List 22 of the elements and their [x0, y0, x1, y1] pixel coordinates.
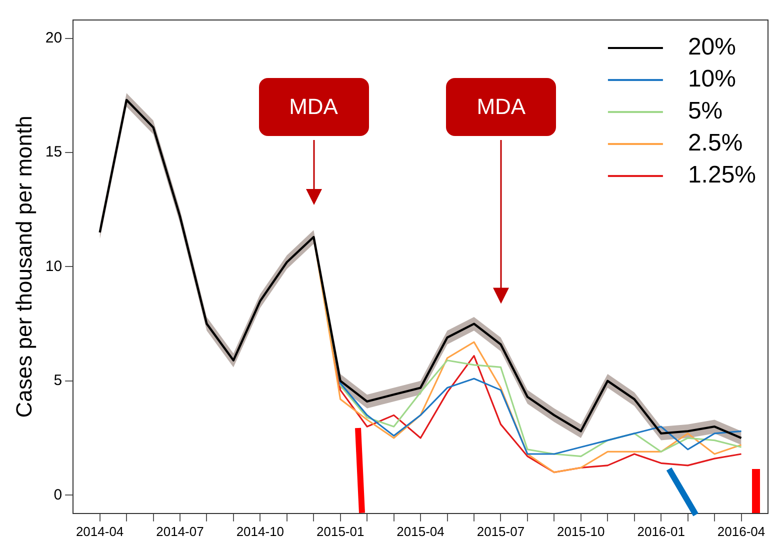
y-tick-label: 15: [45, 144, 62, 161]
x-tick-label: 2015-10: [557, 524, 605, 539]
x-tick-label: 2014-04: [76, 524, 124, 539]
legend-label: 20%: [688, 34, 736, 61]
y-tick-label: 20: [45, 29, 62, 46]
annotation: MDA: [446, 78, 556, 136]
legend-label: 5%: [688, 98, 723, 125]
legend-label: 10%: [688, 66, 736, 93]
x-tick-label: 2016-01: [637, 524, 685, 539]
legend-label: 2.5%: [688, 130, 743, 157]
x-tick-label: 2015-04: [396, 524, 444, 539]
x-tick-label: 2015-07: [476, 524, 525, 539]
annotation: MDA: [258, 78, 369, 136]
x-tick-label: 2014-07: [156, 524, 204, 539]
y-axis-title: Cases per thousand per month: [11, 116, 36, 418]
x-tick-label: 2016-04: [717, 524, 766, 539]
y-tick-label: 10: [45, 258, 62, 275]
legend-label: 1.25%: [688, 162, 756, 189]
x-tick-label: 2015-01: [316, 524, 364, 539]
y-tick-label: 5: [54, 372, 62, 390]
y-tick-label: 0: [54, 486, 62, 504]
x-tick-label: 2014-10: [236, 524, 284, 539]
